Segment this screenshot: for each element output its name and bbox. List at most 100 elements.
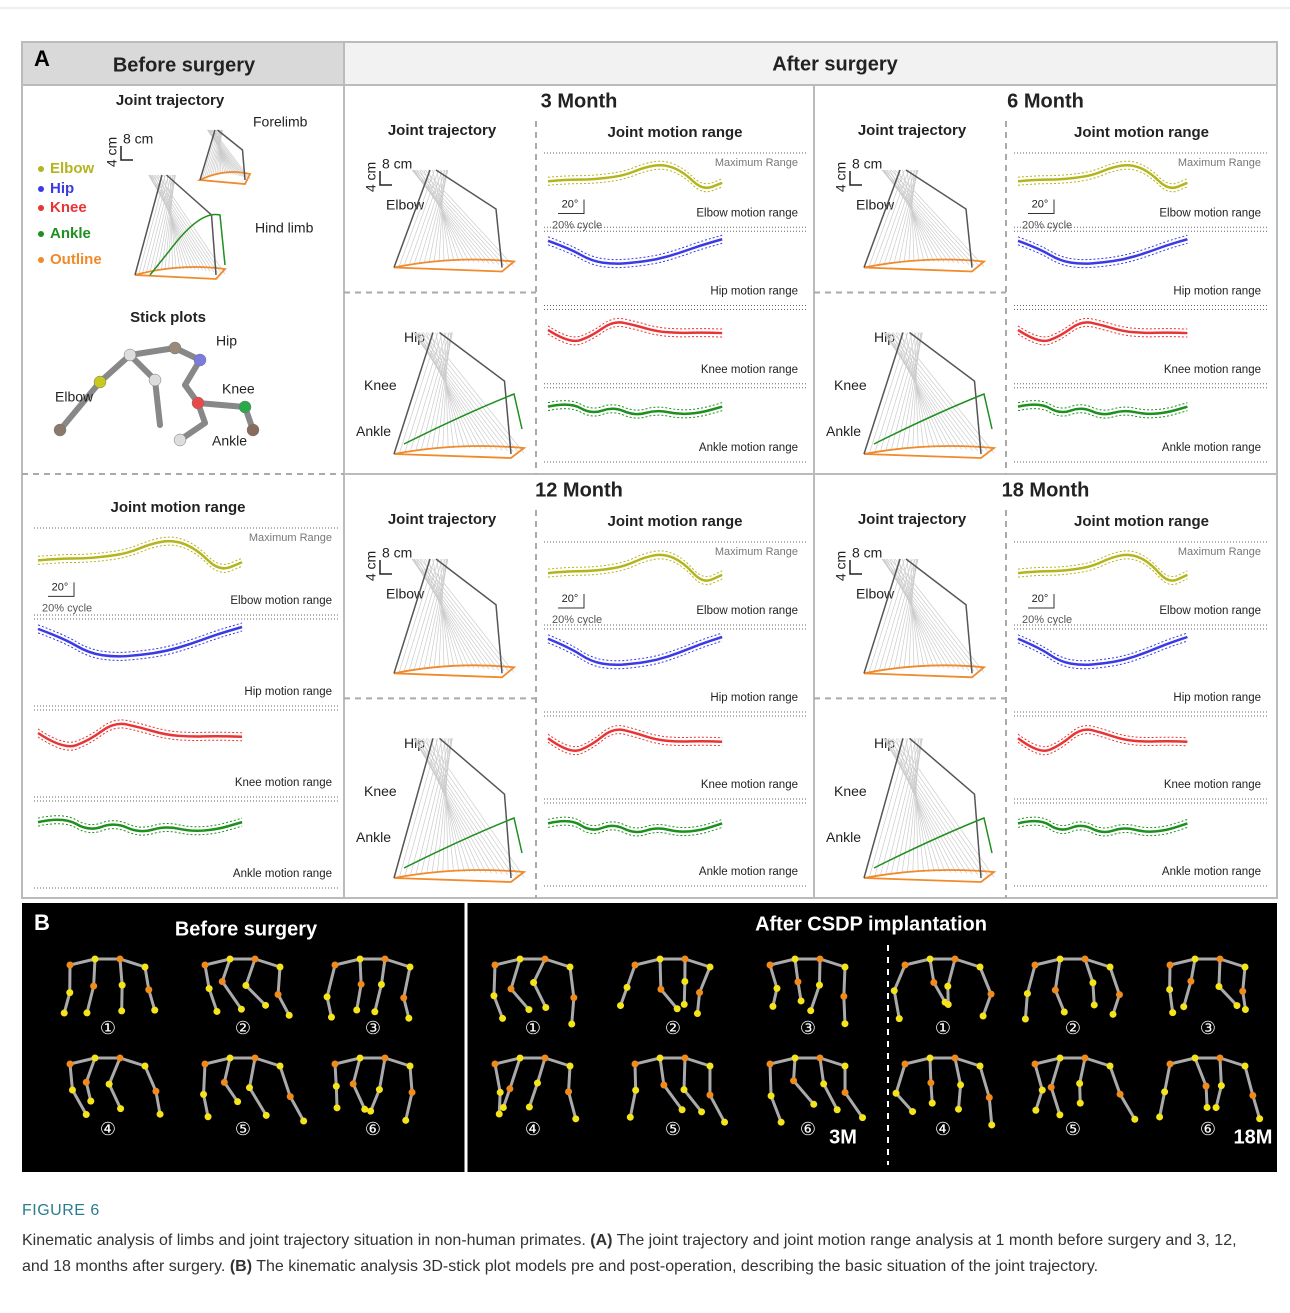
joint-dot <box>117 1105 124 1112</box>
joint-dot <box>1056 1111 1063 1118</box>
joint-dot <box>252 956 259 963</box>
joint-dot <box>67 1061 74 1068</box>
joint-dot <box>357 956 364 963</box>
range-label: Hip motion range <box>710 692 798 704</box>
joint-dot <box>262 1002 269 1009</box>
subtitle: Joint motion range <box>1074 513 1209 530</box>
range-label: Knee motion range <box>1164 779 1261 791</box>
joint-dot <box>1215 983 1222 990</box>
joint-dot <box>61 1010 68 1017</box>
joint-dot <box>492 962 499 969</box>
joint-label: Knee <box>222 381 255 397</box>
joint-label: Ankle <box>356 829 391 845</box>
joint-dot <box>542 1004 549 1011</box>
joint-dot <box>792 956 799 963</box>
figure-number: ④ <box>935 1119 951 1139</box>
subtitle: Stick plots <box>130 309 206 326</box>
joint-dot <box>1233 1002 1240 1009</box>
joint-dot <box>679 1106 686 1113</box>
joint-dot <box>246 1084 253 1091</box>
joint-dot <box>1192 1055 1199 1062</box>
joint-dot <box>496 1110 503 1117</box>
panel-b-bg <box>22 903 1277 1172</box>
joint-dot <box>1169 1009 1176 1016</box>
joint-dot <box>357 1055 364 1062</box>
max-range: Maximum Range <box>249 532 332 544</box>
range-label: Hip motion range <box>1173 286 1261 298</box>
joint-dot <box>944 983 951 990</box>
joint-dot <box>525 1006 532 1013</box>
timepoint-title: 18 Month <box>1002 479 1090 501</box>
joint-dot <box>955 1106 962 1113</box>
joint-label: Ankle <box>826 423 861 439</box>
joint-dot <box>790 1077 797 1084</box>
joint-dot <box>624 984 631 991</box>
joint-dot <box>1032 962 1039 969</box>
figure-number: ⑤ <box>1065 1119 1081 1139</box>
joint-dot <box>842 964 849 971</box>
joint-label: Ankle <box>356 423 391 439</box>
figure-number: ③ <box>800 1018 816 1038</box>
joint-dot <box>117 1055 124 1062</box>
legend-dot <box>38 257 44 263</box>
joint-dot <box>332 1061 339 1068</box>
joint-dot <box>657 1055 664 1062</box>
joint-dot <box>517 1055 524 1062</box>
joint-dot <box>118 1007 125 1014</box>
scale-label: 4 cm <box>104 137 120 167</box>
joint-dot <box>1117 1091 1124 1098</box>
legend-dot <box>38 186 44 192</box>
joint-dot <box>1156 1113 1163 1120</box>
joint-dot <box>807 1007 814 1014</box>
scale-label: 20° <box>1032 593 1049 605</box>
joint-dot <box>682 956 689 963</box>
timepoint-tag: 18M <box>1234 1126 1273 1148</box>
joint-dot <box>151 1007 158 1014</box>
joint-dot <box>219 978 226 985</box>
range-label: Elbow motion range <box>1159 207 1261 219</box>
figure-number: ② <box>665 1018 681 1038</box>
page: Figure 6 { "panel_a": { "label": "A", "b… <box>0 0 1290 1313</box>
joint-dot <box>287 1093 294 1100</box>
caption-part: (A) <box>590 1232 612 1249</box>
subtitle: Joint motion range <box>608 124 743 141</box>
joint-dot <box>534 1080 541 1087</box>
scale-label: 20% cycle <box>42 602 92 614</box>
joint-dot <box>1082 1055 1089 1062</box>
scale-label: 20° <box>562 198 579 210</box>
joint-dot <box>817 956 824 963</box>
figure: A Before surgery After surgery B Before … <box>0 0 1290 1190</box>
joint-dot <box>490 992 497 999</box>
joint-dot <box>1039 1087 1046 1094</box>
caption-part: Kinematic analysis of limbs and joint tr… <box>22 1232 590 1249</box>
range-label: Elbow motion range <box>230 595 332 607</box>
joint-dot <box>1192 956 1199 963</box>
joint-dot <box>957 1081 964 1088</box>
joint-dot <box>986 1094 993 1101</box>
timepoint-title: 12 Month <box>535 479 623 501</box>
joint-ball <box>174 434 186 446</box>
figure-number: ① <box>525 1018 541 1038</box>
joint-ball <box>247 424 259 436</box>
joint-dot <box>567 964 574 971</box>
joint-label: Knee <box>364 783 397 799</box>
figure-number: ② <box>235 1018 251 1038</box>
joint-dot <box>1077 1100 1084 1107</box>
joint-ball <box>124 349 136 361</box>
joint-dot <box>1091 1001 1098 1008</box>
joint-dot <box>492 1061 499 1068</box>
legend-entry: Outline <box>50 251 102 268</box>
joint-dot <box>1217 1055 1224 1062</box>
scale-label: 20° <box>52 581 69 593</box>
joint-dot <box>842 1063 849 1070</box>
joint-dot <box>328 1014 335 1021</box>
joint-dot <box>202 1061 209 1068</box>
joint-dot <box>1089 979 1096 986</box>
scale-label: 8 cm <box>852 156 882 172</box>
joint-dot <box>902 1061 909 1068</box>
joint-dot <box>945 1001 952 1008</box>
max-range: Maximum Range <box>1178 157 1261 169</box>
joint-dot <box>1180 1003 1187 1010</box>
scale-label: 4 cm <box>363 551 379 581</box>
joint-dot <box>500 1104 507 1111</box>
